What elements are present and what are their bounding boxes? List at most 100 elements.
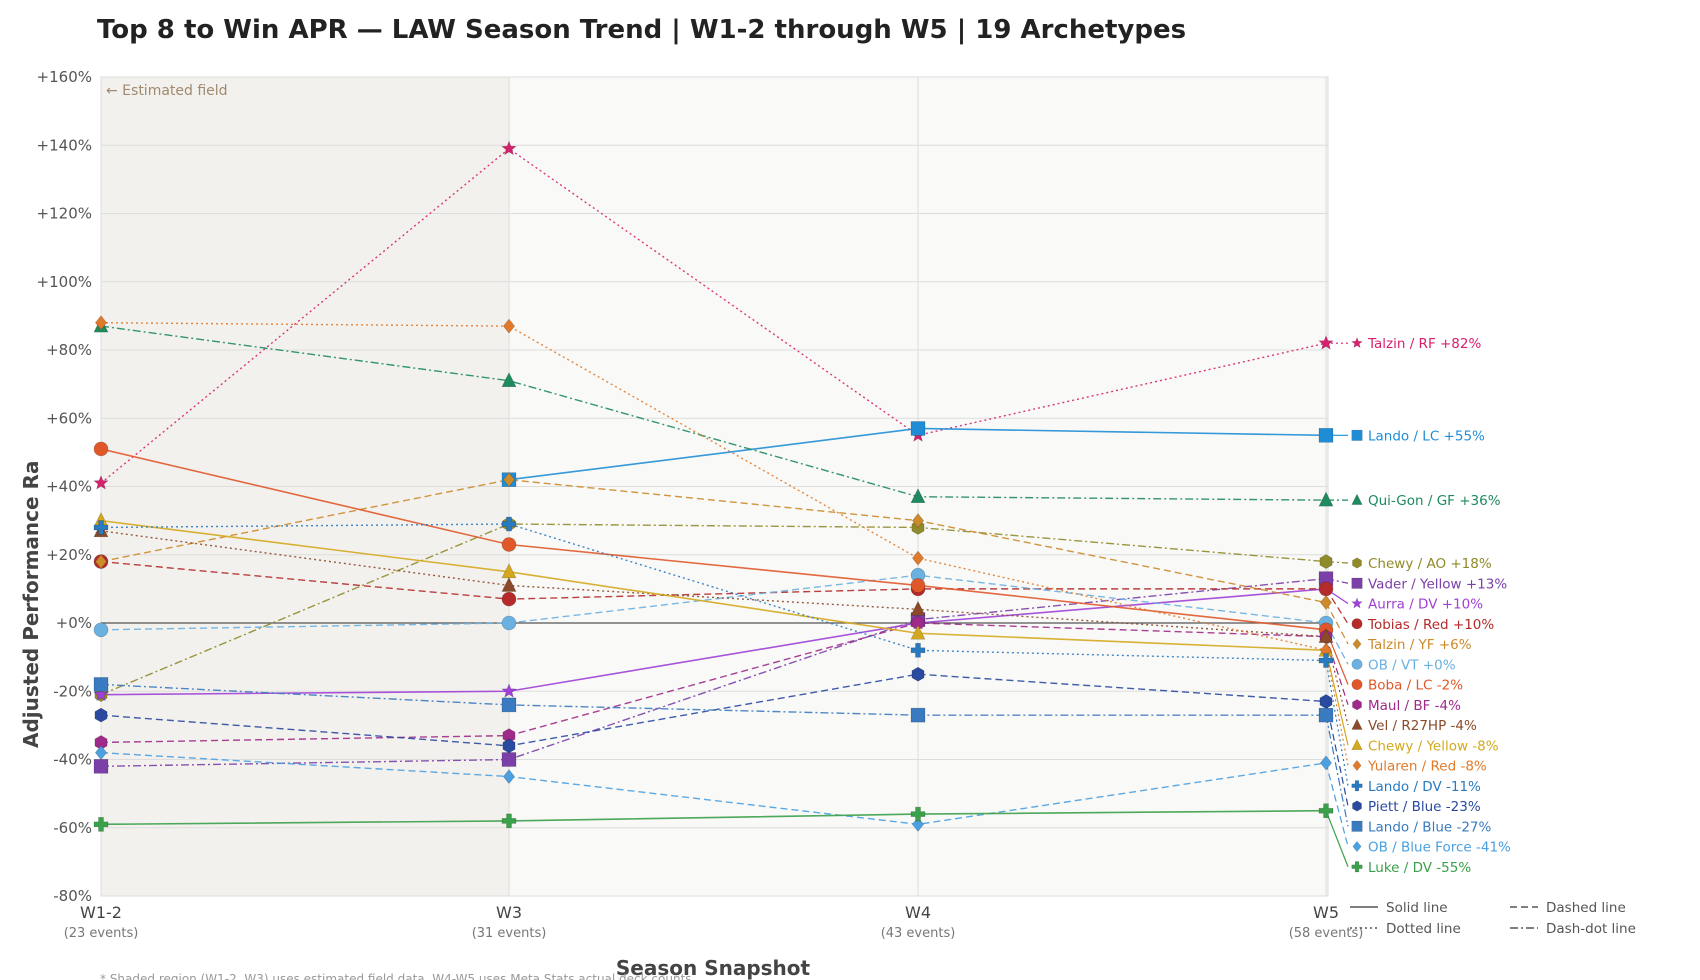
y-tick-label: +120% — [37, 205, 92, 223]
data-point-talzin-rf — [1318, 334, 1334, 350]
series-line-chewy-ao — [100, 523, 1327, 696]
data-point-aurra-dv — [501, 683, 517, 698]
data-point-talzin-yf — [912, 513, 924, 529]
legend-marker-ob-blue-force — [1352, 840, 1362, 853]
data-point-chewy-ao — [1319, 554, 1333, 569]
y-tick-label: -80% — [53, 887, 92, 905]
series-label-aurra-dv: Aurra / DV +10% — [1368, 597, 1483, 613]
end-connectors — [1325, 342, 1349, 867]
series-label-ob-blue-force: OB / Blue Force -41% — [1368, 840, 1511, 856]
series-line-ob-blue-force — [100, 751, 1327, 826]
data-point-lando-dv — [1318, 653, 1334, 668]
x-tick-label: W1-2 — [80, 903, 122, 922]
y-tick-label: +20% — [46, 546, 92, 564]
x-tick-label: W5 — [1313, 903, 1339, 922]
series-label-qui-gon-gf: Qui-Gon / GF +36% — [1368, 493, 1501, 509]
y-tick-label: +0% — [56, 614, 92, 632]
y-tick-label: +100% — [37, 273, 92, 291]
legend-label-dotted: Dotted line — [1386, 921, 1461, 937]
series-label-talzin-rf: Talzin / RF +82% — [1367, 336, 1481, 352]
x-tick-sublabel: (23 events) — [64, 926, 139, 941]
series-label-tobias-red: Tobias / Red +10% — [1367, 617, 1494, 633]
series-label-ob-vt: OB / VT +0% — [1368, 657, 1456, 673]
x-tick-sublabel: (31 events) — [472, 926, 547, 941]
y-axis-ticks: -80% -60% -40% -20% +0% +20% +40% +60% +80% +100%… — [37, 68, 92, 905]
data-point-lando-blue — [93, 677, 109, 692]
data-point-piett-blue — [911, 666, 925, 682]
x-axis-ticks: W1-2 (23 events) W3 (31 events) W4 (43 events… — [64, 903, 1364, 941]
data-point-talzin-yf — [1320, 595, 1332, 611]
data-point-chewy-yellow — [910, 624, 926, 640]
series-label-chewy-ao: Chewy / AO +18% — [1368, 556, 1492, 572]
series-label-lando-blue: Lando / Blue -27% — [1368, 819, 1492, 835]
x-tick-label: W3 — [496, 903, 522, 922]
legend-marker-lando-blue — [1351, 820, 1363, 832]
data-point-lando-lc — [1318, 428, 1334, 443]
legend-marker-luke-dv — [1351, 861, 1363, 873]
data-point-lando-dv — [93, 520, 109, 535]
series-line-lando-blue — [100, 683, 1326, 716]
data-point-vel-r27hp — [501, 576, 517, 592]
legend-label-dashdot: Dash-dot line — [1546, 921, 1636, 937]
legend-marker-qui-gon-gf — [1351, 493, 1363, 505]
y-tick-label: -20% — [53, 682, 92, 700]
connector-ob-vt — [1325, 622, 1349, 665]
y-tick-label: -40% — [53, 751, 92, 769]
y-tick-label: +40% — [46, 478, 92, 496]
data-point-talzin-yf — [95, 554, 107, 570]
data-point-ob-vt — [93, 622, 109, 638]
legend-marker-chewy-yellow — [1351, 738, 1363, 750]
y-tick-label: +80% — [46, 341, 92, 359]
series-end-labels: Talzin / RF +82% Lando / LC +55% Qui-Gon /… — [1351, 336, 1511, 876]
data-point-lando-dv — [910, 642, 926, 658]
legend-marker-aurra-dv — [1351, 597, 1363, 609]
series-line-talzin-yf — [100, 478, 1327, 604]
legend-marker-talzin-rf — [1351, 337, 1363, 349]
connector-ob-blue-force — [1325, 762, 1349, 847]
series-line-luke-dv — [100, 809, 1327, 826]
data-point-yularen-red — [95, 315, 107, 331]
data-point-boba-lc — [910, 578, 926, 593]
data-point-luke-dv — [910, 806, 926, 822]
series-label-chewy-yellow: Chewy / Yellow -8% — [1368, 738, 1499, 754]
series-label-boba-lc: Boba / LC -2% — [1368, 678, 1463, 694]
y-tick-label: -60% — [53, 819, 92, 837]
series-line-vel-r27hp — [100, 530, 1327, 638]
data-point-yularen-red — [503, 318, 515, 334]
series-lines — [100, 147, 1327, 826]
series-line-qui-gon-gf — [100, 325, 1327, 501]
data-point-lando-lc — [910, 421, 926, 436]
x-tick-sublabel: (43 events) — [881, 926, 956, 941]
data-point-tobias-red — [1318, 581, 1334, 597]
data-point-ob-blue-force — [1320, 755, 1332, 771]
x-tick-label: W4 — [905, 903, 931, 922]
y-axis-label: Adjusted Performance Ra — [19, 461, 43, 748]
connector-lando-dv — [1325, 660, 1349, 786]
data-point-talzin-yf — [503, 472, 515, 488]
legend-marker-yularen-red — [1352, 759, 1362, 772]
data-point-ob-blue-force — [95, 745, 107, 761]
series-line-lando-dv — [100, 523, 1327, 662]
data-point-talzin-rf — [501, 140, 517, 156]
line-style-legend: Solid line Dashed line Dotted line Dash-dot… — [1350, 900, 1636, 937]
series-label-vader-yellow: Vader / Yellow +13% — [1368, 576, 1507, 592]
series-label-lando-dv: Lando / DV -11% — [1368, 779, 1481, 795]
series-line-boba-lc — [100, 448, 1327, 631]
estimated-field-note: ← Estimated field — [106, 83, 228, 99]
series-label-vel-r27hp: Vel / R27HP -4% — [1368, 718, 1477, 734]
legend-marker-chewy-ao — [1352, 557, 1362, 569]
series-label-luke-dv: Luke / DV -55% — [1368, 860, 1471, 876]
data-point-vel-r27hp — [910, 600, 926, 616]
series-line-maul-bf — [100, 622, 1327, 744]
y-tick-label: +160% — [37, 68, 92, 86]
connector-luke-dv — [1325, 810, 1349, 867]
data-point-luke-dv — [93, 817, 109, 832]
data-point-luke-dv — [1318, 803, 1334, 818]
data-point-qui-gon-gf — [1318, 491, 1334, 507]
chart-title: Top 8 to Win APR — LAW Season Trend | W1… — [97, 15, 1186, 45]
data-point-vader-yellow — [501, 752, 517, 767]
data-point-qui-gon-gf — [910, 488, 926, 504]
y-tick-label: +140% — [37, 136, 92, 154]
connector-chewy-yellow — [1325, 650, 1349, 746]
